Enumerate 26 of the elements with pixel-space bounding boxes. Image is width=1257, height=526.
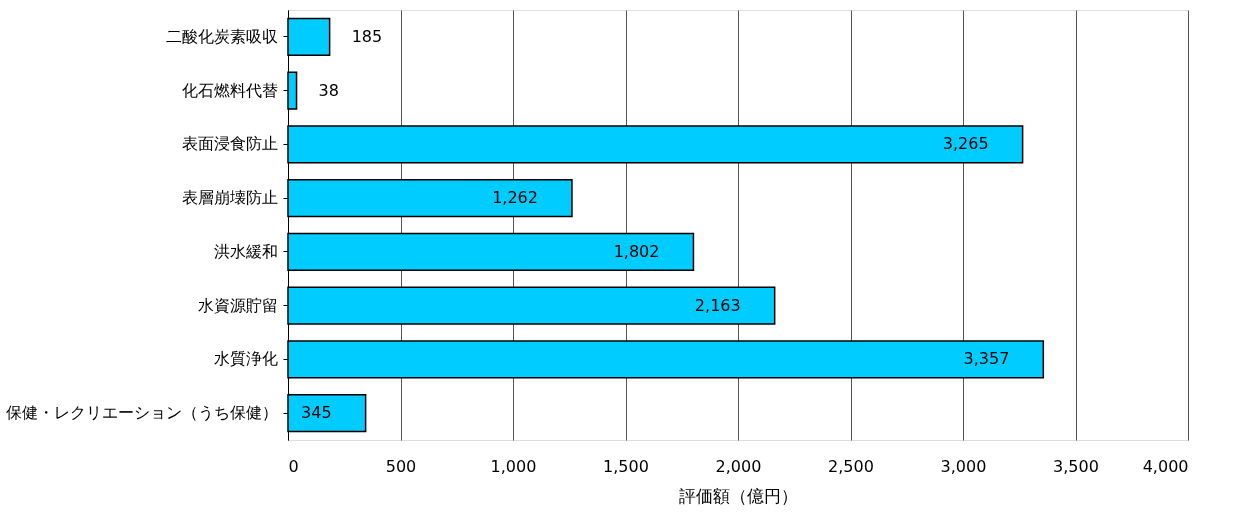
x-tick-label: 3,500 xyxy=(1053,456,1099,476)
x-axis-title: 評価額（億円） xyxy=(679,485,798,506)
y-tick-label: 水質浄化 xyxy=(213,349,278,369)
y-tick-label: 二酸化炭素吸収 xyxy=(165,26,278,46)
x-tick-label: 2,000 xyxy=(715,456,762,476)
x-tick-label: 4,000 xyxy=(1142,456,1189,476)
data-label: 2,163 xyxy=(694,295,741,315)
x-tick-label: 2,500 xyxy=(828,456,874,476)
y-tick-label: 水資源貯留 xyxy=(197,295,278,315)
data-label: 38 xyxy=(318,80,339,100)
y-tick-label: 表層崩壊防止 xyxy=(181,188,278,208)
y-tick-label: 化石燃料代替 xyxy=(181,80,278,100)
x-tick-label: 1,000 xyxy=(490,456,537,476)
data-label: 3,265 xyxy=(942,134,989,154)
y-tick-label: 洪水緩和 xyxy=(213,241,278,261)
data-label: 3,357 xyxy=(963,349,1010,369)
data-label: 345 xyxy=(301,403,332,423)
data-label: 185 xyxy=(351,26,383,46)
data-label: 1,802 xyxy=(613,241,660,261)
y-tick-label: 表面浸食防止 xyxy=(181,134,278,154)
x-tick-label: 3,000 xyxy=(940,456,987,476)
data-label: 1,262 xyxy=(492,188,538,208)
x-tick-label: 1,500 xyxy=(603,456,649,476)
x-tick-label: 500 xyxy=(385,456,417,476)
x-tick-label: 0 xyxy=(288,456,299,476)
y-tick-label: 保健・レクリエーション（うち保健） xyxy=(5,403,278,423)
